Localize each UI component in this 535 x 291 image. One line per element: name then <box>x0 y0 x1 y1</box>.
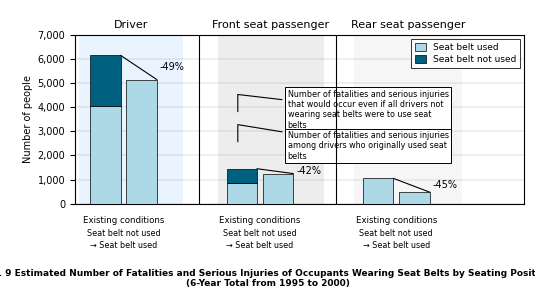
Text: Fig. 9 Estimated Number of Fatalities and Serious Injuries of Occupants Wearing : Fig. 9 Estimated Number of Fatalities an… <box>0 269 535 288</box>
Text: Number of fatalities and serious injuries
among drivers who originally used seat: Number of fatalities and serious injurie… <box>238 125 448 161</box>
Bar <box>227 169 257 183</box>
Bar <box>79 35 183 204</box>
Text: Existing conditions: Existing conditions <box>83 216 164 225</box>
Bar <box>218 35 324 204</box>
Text: Seat belt not used: Seat belt not used <box>87 229 160 238</box>
Text: Existing conditions: Existing conditions <box>219 216 301 225</box>
Bar <box>363 178 394 204</box>
Text: -42%: -42% <box>296 166 322 176</box>
Bar <box>90 55 121 106</box>
Text: Driver: Driver <box>114 20 148 30</box>
Bar <box>227 183 257 204</box>
Text: Number of fatalities and serious injuries
that would occur even if all drivers n: Number of fatalities and serious injurie… <box>238 90 448 130</box>
Text: Existing conditions: Existing conditions <box>356 216 437 225</box>
Bar <box>263 173 293 204</box>
Y-axis label: Number of people: Number of people <box>23 75 33 163</box>
Text: Rear seat passenger: Rear seat passenger <box>350 20 465 30</box>
Text: Front seat passenger: Front seat passenger <box>212 20 329 30</box>
Legend: Seat belt used, Seat belt not used: Seat belt used, Seat belt not used <box>411 40 520 68</box>
Text: → Seat belt used: → Seat belt used <box>363 241 430 250</box>
Text: Seat belt not used: Seat belt not used <box>360 229 433 238</box>
Text: -45%: -45% <box>433 180 458 190</box>
Bar <box>90 106 121 204</box>
Bar <box>126 79 157 204</box>
Text: → Seat belt used: → Seat belt used <box>90 241 157 250</box>
Text: Seat belt not used: Seat belt not used <box>223 229 297 238</box>
Text: → Seat belt used: → Seat belt used <box>226 241 294 250</box>
Bar <box>399 192 430 204</box>
Bar <box>354 35 462 204</box>
Text: -49%: -49% <box>160 63 185 72</box>
